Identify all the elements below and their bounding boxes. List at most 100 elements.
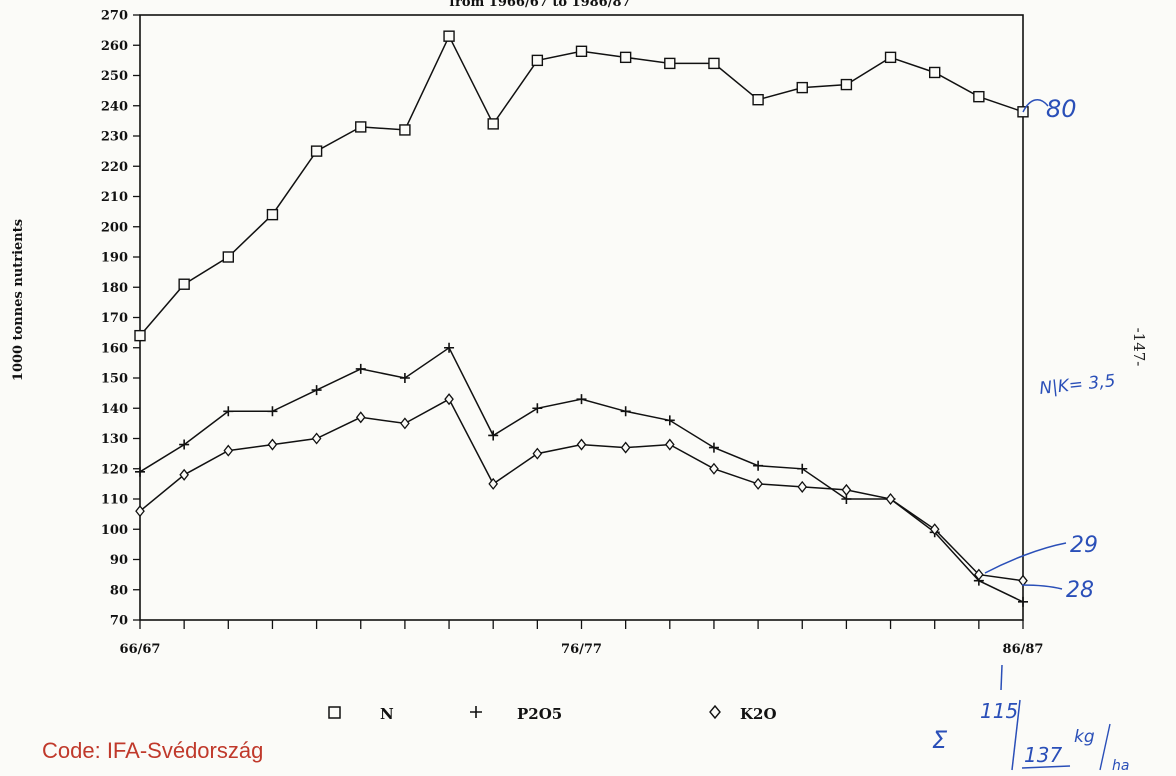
data-point-k2o <box>841 483 852 496</box>
y-tick-label: 90 <box>110 553 128 568</box>
y-tick-label: 180 <box>101 281 128 296</box>
x-axis: 66/67 76/77 86/87 <box>120 620 1044 657</box>
legend-marker-k2o <box>709 704 721 720</box>
k-end-pointer <box>984 542 1067 574</box>
y-tick-label: 70 <box>110 614 128 629</box>
data-point-n <box>178 278 190 290</box>
data-point-n <box>266 208 279 221</box>
series-line-p2o5 <box>139 346 1024 603</box>
data-point-p2o5 <box>576 394 587 405</box>
kg-fraction-slash <box>1011 699 1021 771</box>
y-tick-label: 160 <box>101 341 128 356</box>
ha-unit: ha <box>1112 758 1129 774</box>
data-point-p2o5 <box>135 466 145 477</box>
p-end-pointer <box>1021 584 1063 590</box>
data-point-p2o5 <box>267 406 278 417</box>
data-point-p2o5 <box>620 406 631 417</box>
data-point-k2o <box>355 411 366 424</box>
kg-denominator: 137 <box>1024 743 1062 767</box>
total-tick <box>1000 664 1003 691</box>
data-point-n <box>134 329 146 342</box>
data-point-k2o <box>753 477 763 490</box>
data-point-n <box>929 66 941 79</box>
data-point-k2o <box>532 447 543 460</box>
data-point-p2o5 <box>179 439 190 450</box>
data-point-k2o <box>135 505 145 518</box>
y-tick-label: 130 <box>101 432 128 447</box>
y-axis-label: 1000 tonnes nutrients <box>11 219 26 381</box>
kg-ha-slash <box>1099 723 1111 771</box>
y-tick-label: 240 <box>101 99 128 114</box>
sigma-note: Σ <box>932 726 948 754</box>
data-point-n <box>619 51 632 64</box>
series-layer <box>134 30 1029 607</box>
legend-marker-p2o5 <box>470 706 482 718</box>
y-tick-label: 120 <box>101 462 128 477</box>
y-tick-label: 200 <box>101 220 128 235</box>
data-point-p2o5 <box>664 415 675 426</box>
data-point-k2o <box>444 393 454 406</box>
x-tick-label: 86/87 <box>1003 642 1044 657</box>
data-point-k2o <box>311 432 322 445</box>
legend-label-p2o5: P2O5 <box>517 705 562 723</box>
data-point-n <box>310 145 323 157</box>
kg-unit: kg <box>1074 727 1095 747</box>
data-point-p2o5 <box>532 403 543 414</box>
data-point-p2o5 <box>753 460 764 471</box>
data-point-k2o <box>1018 574 1028 587</box>
y-tick-label: 80 <box>110 583 128 598</box>
data-point-p2o5 <box>223 406 234 417</box>
data-point-p2o5 <box>444 342 455 353</box>
data-point-n <box>222 251 235 263</box>
data-point-n <box>487 118 499 130</box>
legend-label-n: N <box>380 705 394 723</box>
y-tick-label: 260 <box>101 39 128 54</box>
data-point-k2o <box>179 468 189 481</box>
kg-underline <box>1021 765 1071 769</box>
p-end-note: 28 <box>1066 578 1094 603</box>
data-point-n <box>973 90 985 103</box>
data-point-n <box>575 45 588 57</box>
y-tick-label: 170 <box>101 311 128 326</box>
data-point-k2o <box>709 462 719 475</box>
y-tick-label: 270 <box>101 9 128 24</box>
data-point-k2o <box>400 417 410 430</box>
n-end-pointer <box>1022 99 1049 113</box>
data-point-k2o <box>620 441 631 454</box>
data-point-k2o <box>974 568 984 581</box>
data-point-k2o <box>797 480 808 493</box>
data-point-n <box>399 124 411 136</box>
n-end-note: 80 <box>1046 95 1077 123</box>
y-tick-label: 230 <box>101 130 128 145</box>
y-tick-label: 150 <box>101 372 128 387</box>
kg-numerator: 115 <box>980 699 1018 723</box>
data-point-n <box>443 30 455 42</box>
data-point-n <box>531 54 544 67</box>
data-point-p2o5 <box>488 430 499 441</box>
handwritten-annotations: 80 N|K= 3,5 29 28 Σ 115 137 kg ha <box>932 95 1129 774</box>
x-tick-label: 76/77 <box>561 642 602 657</box>
data-point-p2o5 <box>355 363 366 374</box>
data-point-p2o5 <box>708 442 719 453</box>
plot-frame <box>139 14 1024 621</box>
data-point-n <box>752 93 764 106</box>
data-point-k2o <box>885 492 896 506</box>
x-tick-label: 66/67 <box>120 642 161 657</box>
data-point-n <box>840 78 853 91</box>
y-tick-label: 100 <box>101 523 128 538</box>
y-tick-label: 210 <box>101 190 128 205</box>
data-point-k2o <box>576 438 587 451</box>
series-line-n <box>139 34 1024 337</box>
ratio-note: N|K= 3,5 <box>1038 371 1116 399</box>
k-end-note: 29 <box>1070 533 1098 558</box>
data-point-k2o <box>664 438 675 451</box>
data-point-n <box>664 57 676 70</box>
data-point-n <box>796 81 808 94</box>
data-point-k2o <box>267 438 278 451</box>
page-number: -147- <box>1130 328 1148 367</box>
y-tick-label: 190 <box>101 251 128 266</box>
chart-title: from 1966/67 to 1986/87 <box>449 0 630 10</box>
y-tick-label: 110 <box>101 493 128 508</box>
data-point-k2o <box>488 477 499 490</box>
